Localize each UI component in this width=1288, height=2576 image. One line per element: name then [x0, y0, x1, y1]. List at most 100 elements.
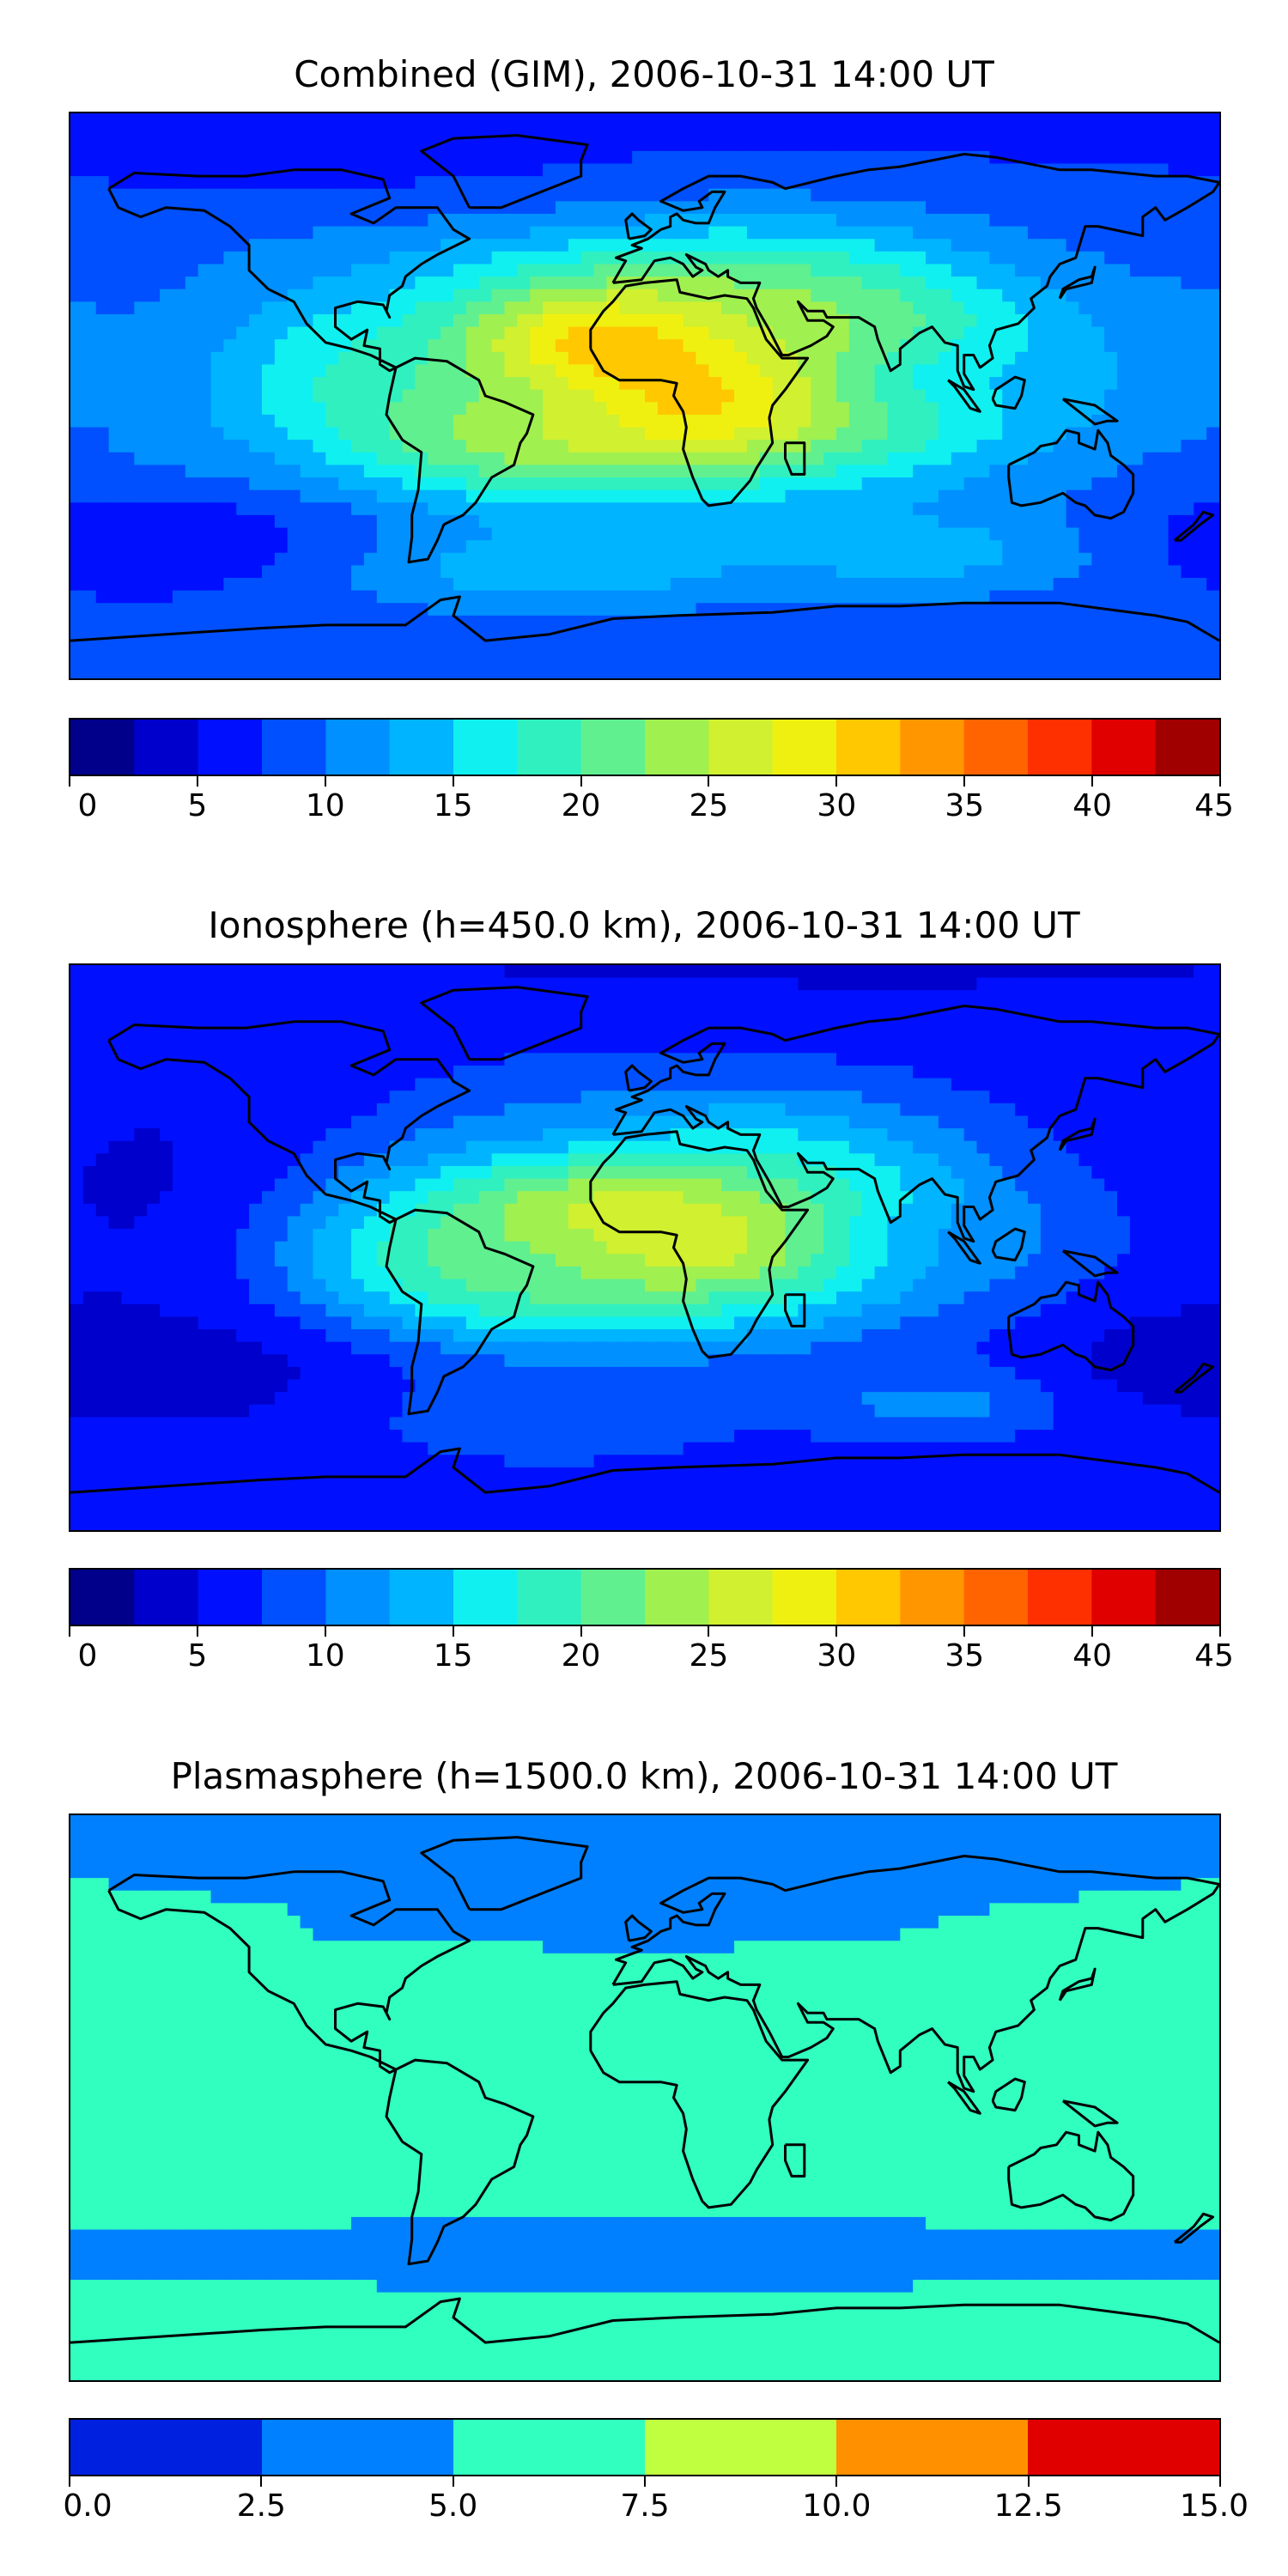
heatmap-cell: [338, 452, 352, 466]
heatmap-cell: [555, 389, 569, 403]
heatmap-cell: [632, 427, 646, 440]
heatmap-cell: [657, 578, 671, 592]
heatmap-cell: [976, 977, 990, 991]
heatmap-cell: [836, 615, 850, 629]
heatmap-cell: [262, 213, 276, 228]
heatmap-cell: [1181, 665, 1194, 678]
heatmap-cell: [593, 1028, 607, 1042]
heatmap-cell: [325, 578, 339, 592]
heatmap-cell: [197, 990, 212, 1004]
heatmap-cell: [721, 377, 735, 391]
heatmap-cell: [363, 477, 378, 491]
heatmap-cell: [121, 665, 135, 678]
heatmap-cell: [504, 1078, 518, 1091]
heatmap-cell: [351, 389, 365, 403]
heatmap-cell: [376, 289, 391, 302]
heatmap-cell: [1194, 977, 1207, 991]
heatmap-cell: [95, 465, 110, 478]
heatmap-cell: [746, 615, 761, 629]
heatmap-cell: [593, 1002, 607, 1017]
heatmap-cell: [798, 578, 811, 592]
heatmap-cell: [1040, 665, 1054, 678]
heatmap-cell: [874, 213, 889, 228]
heatmap-cell: [874, 226, 889, 240]
heatmap-cell: [236, 301, 250, 315]
heatmap-cell: [811, 213, 824, 228]
heatmap-cell: [1168, 326, 1182, 340]
heatmap-cell: [351, 1078, 365, 1091]
heatmap-cell: [1117, 201, 1131, 215]
heatmap-cell: [632, 313, 646, 328]
heatmap-cell: [580, 565, 595, 579]
heatmap-cell: [300, 628, 314, 641]
heatmap-cell: [811, 264, 824, 277]
heatmap-cell: [938, 402, 952, 416]
heatmap-cell: [389, 351, 404, 366]
heatmap-cell: [249, 540, 263, 554]
heatmap-cell: [389, 977, 404, 991]
heatmap-cell: [530, 113, 544, 127]
heatmap-cell: [657, 1015, 671, 1029]
heatmap-cell: [913, 465, 927, 478]
heatmap-cell: [759, 990, 774, 1004]
heatmap-cell: [976, 313, 990, 328]
heatmap-cell: [1181, 603, 1194, 617]
heatmap-cell: [82, 665, 97, 678]
heatmap-cell: [887, 514, 901, 529]
heatmap-cell: [465, 540, 480, 554]
heatmap-cell: [900, 113, 914, 127]
heatmap-cell: [555, 188, 569, 202]
heatmap-cell: [861, 552, 876, 566]
heatmap-cell: [543, 615, 556, 629]
heatmap-cell: [1002, 990, 1016, 1004]
heatmap-cell: [568, 1002, 582, 1017]
heatmap-cell: [197, 351, 212, 366]
heatmap-cell: [1181, 578, 1194, 592]
heatmap-cell: [313, 414, 326, 428]
heatmap-cell: [1040, 452, 1054, 466]
heatmap-cell: [108, 578, 123, 592]
heatmap-cell: [1206, 502, 1219, 516]
heatmap-cell: [1091, 540, 1105, 554]
heatmap-cell: [1142, 264, 1157, 277]
heatmap-cell: [785, 1015, 799, 1029]
heatmap-cell: [262, 477, 276, 491]
heatmap-cell: [913, 514, 927, 529]
heatmap-cell: [249, 1053, 263, 1066]
heatmap-cell: [708, 1002, 722, 1017]
heatmap-cell: [926, 125, 939, 139]
heatmap-cell: [811, 226, 824, 240]
heatmap-cell: [338, 113, 352, 127]
heatmap-cell: [951, 540, 965, 554]
heatmap-cell: [963, 414, 978, 428]
heatmap-cell: [785, 502, 799, 516]
heatmap-cell: [1040, 578, 1054, 592]
heatmap-cell: [606, 990, 620, 1004]
heatmap-cell: [491, 113, 506, 127]
heatmap-cell: [530, 578, 544, 592]
heatmap-cell: [300, 226, 314, 240]
heatmap-cell: [147, 990, 161, 1004]
heatmap-cell: [1015, 552, 1029, 566]
heatmap-cell: [262, 1028, 276, 1042]
heatmap-cell: [861, 364, 876, 378]
heatmap-cell: [887, 540, 901, 554]
heatmap-cell: [861, 665, 876, 678]
heatmap-cell: [708, 176, 722, 190]
heatmap-cell: [325, 239, 339, 252]
heatmap-cell: [197, 965, 212, 979]
heatmap-cell: [861, 628, 876, 641]
heatmap-cell: [1091, 201, 1105, 215]
heatmap-cell: [389, 665, 404, 678]
heatmap-cell: [632, 477, 646, 491]
heatmap-cell: [274, 125, 289, 139]
heatmap-cell: [197, 377, 212, 391]
heatmap-cell: [543, 364, 556, 378]
heatmap-cell: [555, 1078, 569, 1091]
heatmap-cell: [836, 477, 850, 491]
heatmap-cell: [568, 1015, 582, 1029]
heatmap-cell: [734, 1028, 748, 1042]
heatmap-cell: [1117, 1028, 1131, 1042]
heatmap-cell: [108, 389, 123, 403]
heatmap-cell: [580, 176, 595, 190]
